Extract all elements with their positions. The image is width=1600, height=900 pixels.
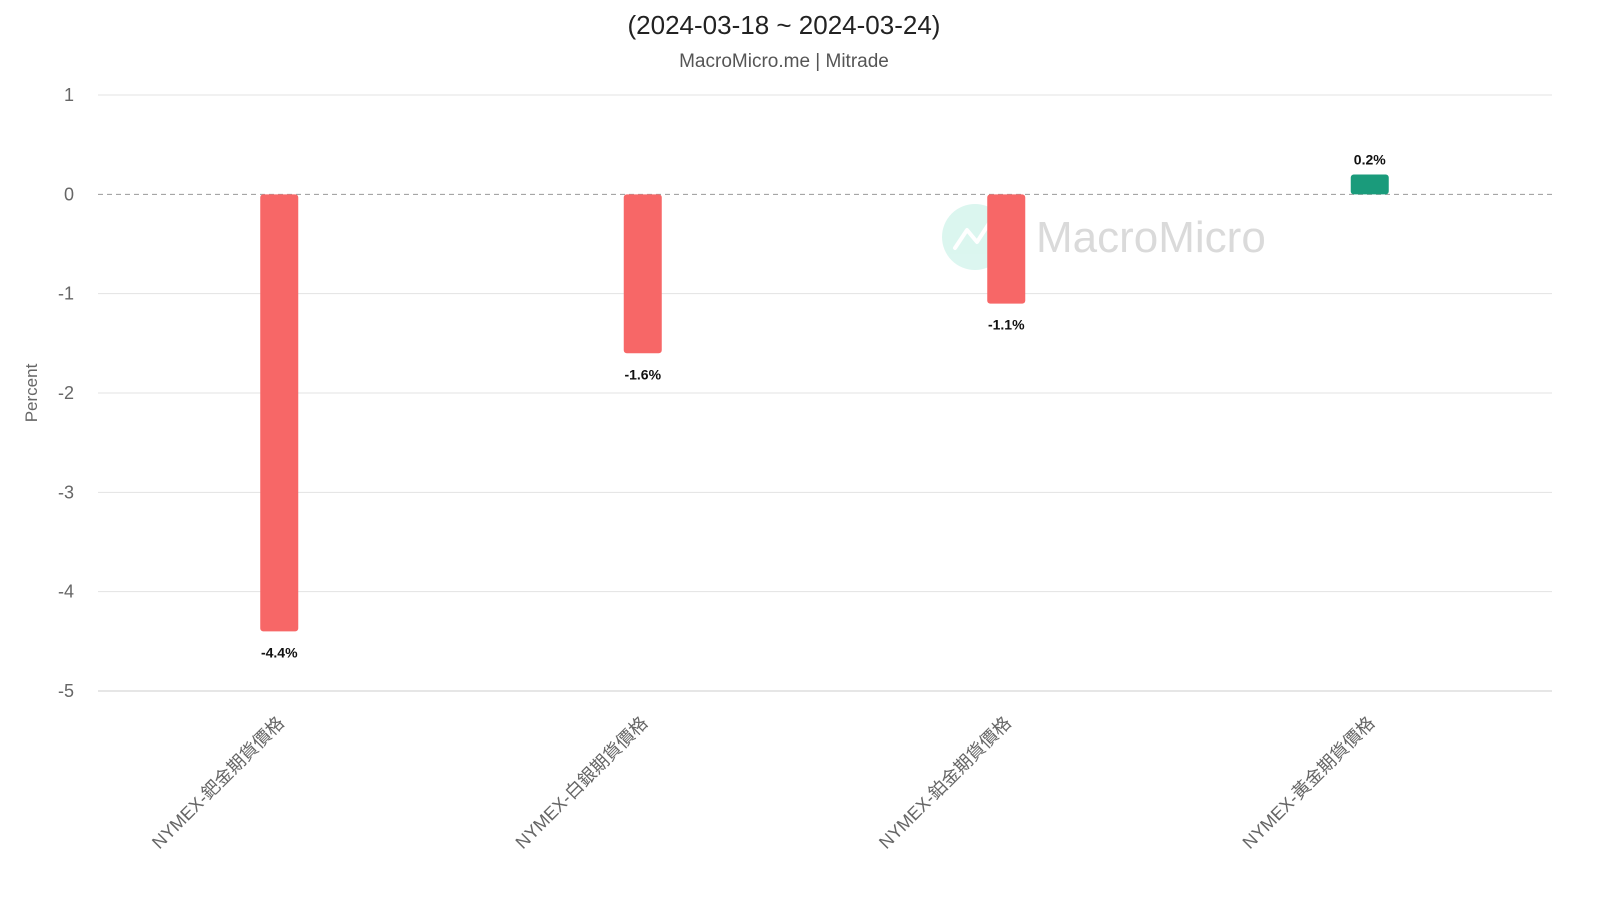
chart-title: (2024-03-18 ~ 2024-03-24) <box>627 10 941 40</box>
x-tick-label: NYMEX-鉑金期貨價格 <box>875 713 1015 853</box>
data-label: -1.1% <box>988 317 1025 333</box>
y-tick-label: -3 <box>58 482 74 502</box>
bar-layer: -4.4% -1.6% -1.1% 0.2% <box>260 151 1389 660</box>
y-tick-label: -5 <box>58 681 74 701</box>
y-axis-title: Percent <box>22 363 41 422</box>
x-tick-label: NYMEX-黃金期貨價格 <box>1239 713 1379 853</box>
x-tick-label: NYMEX-白銀期貨價格 <box>512 713 652 853</box>
chart-subtitle: MacroMicro.me | Mitrade <box>679 51 889 72</box>
y-tick-label: -4 <box>58 582 74 602</box>
y-tick-label: 1 <box>64 85 74 105</box>
bar[interactable] <box>987 194 1026 304</box>
y-tick-label: -1 <box>58 284 74 304</box>
grid-layer <box>98 94 1552 692</box>
data-label: 0.2% <box>1354 151 1386 167</box>
x-tick-label: NYMEX-鈀金期貨價格 <box>148 713 288 853</box>
data-label: -1.6% <box>624 366 661 382</box>
bar[interactable] <box>1350 174 1389 195</box>
data-label: -4.4% <box>261 644 298 660</box>
y-tick-label: 0 <box>64 184 74 204</box>
watermark: MacroMicro <box>942 204 1266 270</box>
axis-layer: 1 0 -1 -2 -3 -4 -5 NYMEX-鈀金期貨價格 NYMEX-白銀期貨價格 NYME… <box>58 85 1379 853</box>
bar[interactable] <box>623 194 662 354</box>
bar[interactable] <box>260 194 299 632</box>
y-tick-label: -2 <box>58 383 74 403</box>
watermark-text: MacroMicro <box>1036 213 1266 262</box>
